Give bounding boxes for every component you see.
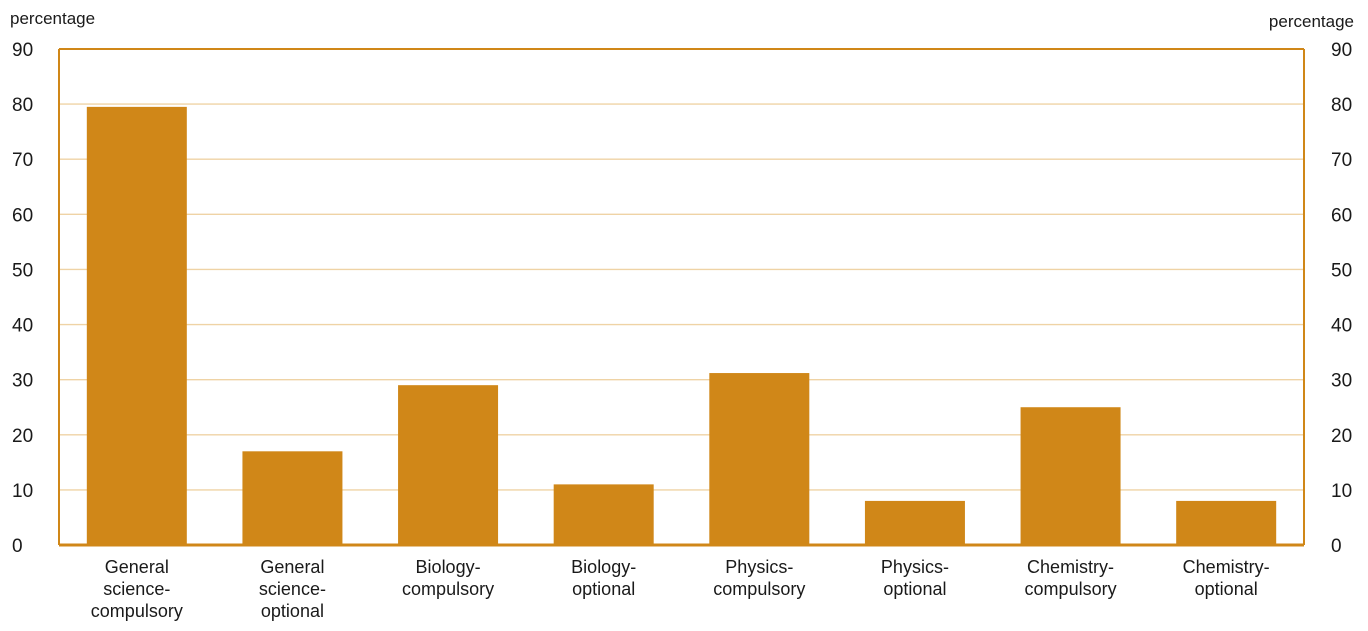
x-category-label-line: compulsory — [1025, 579, 1117, 599]
y-tick-label-right: 10 — [1331, 481, 1352, 502]
y-tick-label-right: 90 — [1331, 40, 1352, 61]
x-category-label-line: compulsory — [713, 579, 805, 599]
x-category-label: General science-compulsory — [91, 557, 183, 621]
x-category-label-line: Physics- — [881, 557, 949, 577]
x-category-label-line: optional — [883, 579, 946, 599]
x-category-label-line: optional — [1195, 579, 1258, 599]
y-tick-label-right: 50 — [1331, 260, 1352, 281]
x-category-label-line: General — [260, 557, 324, 577]
y-tick-label-right: 20 — [1331, 426, 1352, 447]
y-axis-label-left: percentage — [10, 9, 95, 28]
x-category-label-line: General — [105, 557, 169, 577]
x-category-label: Chemistry-compulsory — [1025, 557, 1117, 599]
y-tick-label-left: 40 — [12, 316, 33, 337]
x-category-label: Chemistry-optional — [1183, 557, 1270, 599]
x-category-label-line: Biology- — [571, 557, 636, 577]
bar — [398, 385, 499, 545]
bar — [1020, 407, 1121, 545]
x-category-label: Physics-optional — [881, 557, 949, 599]
x-category-label: Physics-compulsory — [713, 557, 805, 599]
y-tick-label-left: 50 — [12, 260, 33, 281]
y-tick-label-right: 30 — [1331, 371, 1352, 392]
x-category-label-line: Physics- — [725, 557, 793, 577]
x-category-label-line: Chemistry- — [1027, 557, 1114, 577]
x-category-label-line: compulsory — [91, 601, 183, 621]
x-category-label-line: Chemistry- — [1183, 557, 1270, 577]
y-tick-label-left: 0 — [12, 536, 23, 557]
y-tick-label-left: 60 — [12, 205, 33, 226]
y-tick-label-left: 30 — [12, 371, 33, 392]
y-tick-label-right: 0 — [1331, 536, 1342, 557]
gridlines — [59, 103, 1304, 491]
bar — [1176, 500, 1277, 545]
bar — [242, 451, 343, 545]
y-tick-label-left: 90 — [12, 40, 33, 61]
bar — [86, 106, 187, 545]
y-tick-label-left: 70 — [12, 150, 33, 171]
axes — [58, 48, 1305, 547]
y-tick-label-right: 60 — [1331, 205, 1352, 226]
x-category-label: General science-optional — [259, 557, 326, 621]
y-tick-label-left: 20 — [12, 426, 33, 447]
x-category-label-line: science- — [259, 579, 326, 599]
y-tick-label-right: 80 — [1331, 95, 1352, 116]
x-category-label-line: optional — [572, 579, 635, 599]
labels: 0 0 10 10 20 20 30 30 40 40 50 50 60 60 70 70 80 80 90 90 Ge… — [12, 40, 1352, 621]
y-tick-label-right: 70 — [1331, 150, 1352, 171]
y-tick-label-right: 40 — [1331, 316, 1352, 337]
x-category-label: Biology-optional — [571, 557, 636, 599]
x-category-label: Biology-compulsory — [402, 557, 494, 599]
x-category-label-line: Biology- — [416, 557, 481, 577]
x-category-label-line: science- — [103, 579, 170, 599]
y-tick-label-left: 80 — [12, 95, 33, 116]
bar — [553, 484, 654, 545]
y-tick-label-left: 10 — [12, 481, 33, 502]
x-category-label-line: compulsory — [402, 579, 494, 599]
bar — [709, 373, 810, 545]
bars — [86, 106, 1277, 545]
bar — [864, 500, 965, 545]
y-axis-label-right: percentage — [1269, 12, 1354, 31]
x-category-label-line: optional — [261, 601, 324, 621]
